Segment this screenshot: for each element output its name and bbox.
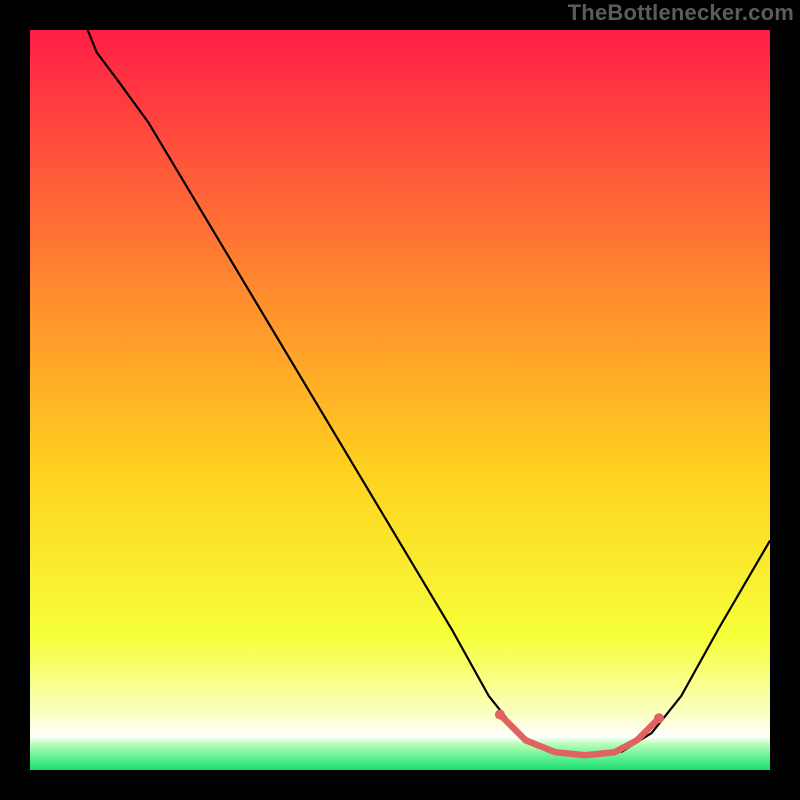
plot-background	[30, 30, 770, 770]
watermark-text: TheBottlenecker.com	[568, 0, 794, 26]
chart-container: { "watermark": { "text": "TheBottlenecke…	[0, 0, 800, 800]
endpoint-dot	[495, 710, 505, 720]
bottleneck-curve-chart	[0, 0, 800, 800]
endpoint-dot	[654, 713, 664, 723]
